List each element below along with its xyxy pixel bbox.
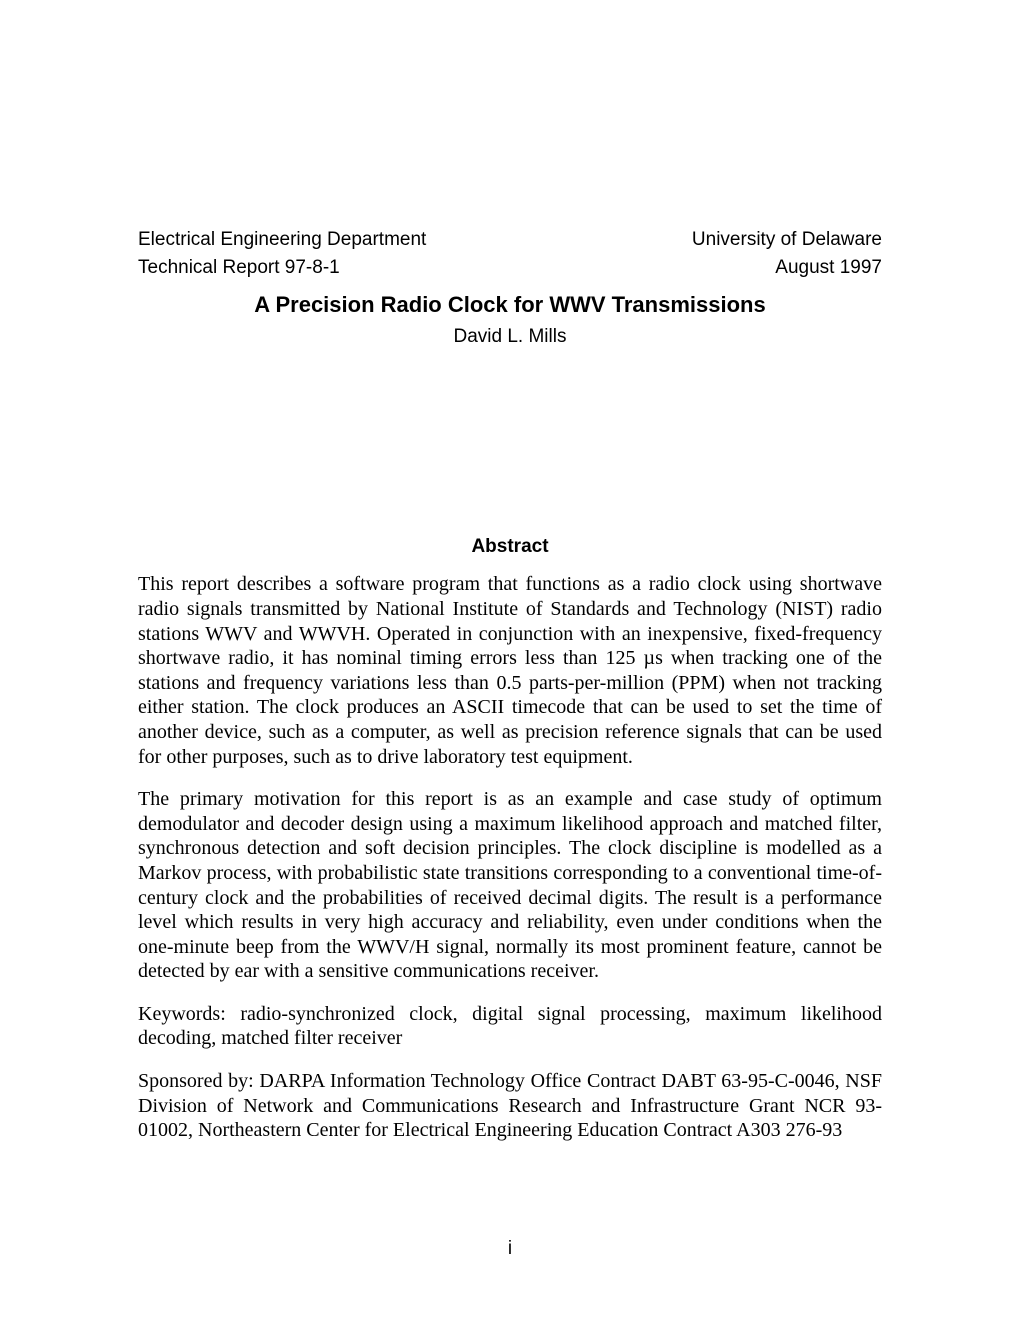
report-number: Technical Report 97-8-1 (138, 256, 340, 281)
abstract-paragraph-1: This report describes a software program… (138, 572, 882, 769)
university-name: University of Delaware (692, 228, 882, 253)
author-name: David L. Mills (138, 326, 882, 348)
paper-title: A Precision Radio Clock for WWV Transmis… (138, 292, 882, 318)
sponsored-text: Sponsored by: DARPA Information Technolo… (138, 1069, 882, 1143)
abstract-heading: Abstract (138, 536, 882, 558)
department-name: Electrical Engineering Department (138, 228, 426, 253)
page-number: i (0, 1238, 1020, 1260)
keywords-text: Keywords: radio-synchronized clock, digi… (138, 1002, 882, 1051)
abstract-paragraph-2: The primary motivation for this report i… (138, 787, 882, 984)
report-date: August 1997 (775, 256, 882, 281)
